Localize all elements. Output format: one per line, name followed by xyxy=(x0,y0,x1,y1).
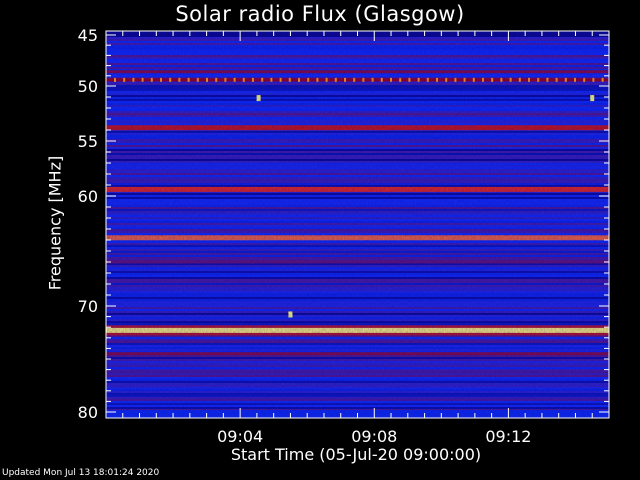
y-tick-label: 50 xyxy=(78,77,98,96)
x-tick-label: 09:08 xyxy=(351,427,397,446)
y-tick-label: 70 xyxy=(78,297,98,316)
x-tick-label: 09:12 xyxy=(485,427,531,446)
y-axis: 45 50 55 60 70 80 xyxy=(78,26,609,422)
x-axis-label: Start Time (05-Jul-20 09:00:00) xyxy=(230,445,482,464)
chart-title: Solar radio Flux (Glasgow) xyxy=(175,2,465,26)
updated-timestamp: Updated Mon Jul 13 18:01:24 2020 xyxy=(2,468,160,478)
x-axis: 09:04 09:08 09:12 xyxy=(122,31,593,446)
y-axis-label: Frequency [MHz] xyxy=(45,155,65,291)
x-tick-label: 09:04 xyxy=(217,427,263,446)
y-tick-label: 45 xyxy=(78,26,98,45)
y-tick-label: 80 xyxy=(78,403,98,422)
y-tick-label: 55 xyxy=(78,132,98,151)
y-tick-label: 60 xyxy=(78,187,98,206)
